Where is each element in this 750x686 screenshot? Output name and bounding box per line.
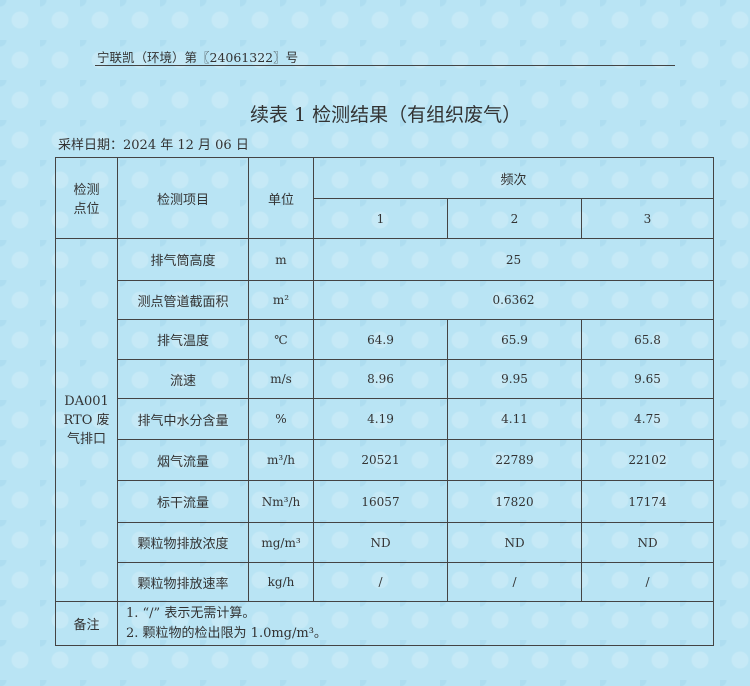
- item-unit: m: [248, 238, 314, 281]
- item-unit: Nm³/h: [248, 480, 314, 523]
- item-name: 颗粒物排放浓度: [117, 522, 249, 563]
- value-cell: /: [313, 562, 448, 602]
- item-name: 排气筒高度: [117, 238, 249, 281]
- sampling-point: DA001 RTO 废气排口: [55, 238, 118, 602]
- item-name: 流速: [117, 359, 249, 399]
- item-unit: m²: [248, 280, 314, 320]
- value-cell: 4.11: [447, 398, 582, 440]
- merged-value: 25: [313, 238, 714, 281]
- item-name: 排气中水分含量: [117, 398, 249, 440]
- freq-1: 1: [313, 198, 448, 239]
- table-row: 排气温度 ℃ 64.9 65.9 65.8: [56, 319, 714, 360]
- table-row: 颗粒物排放速率 kg/h / / /: [56, 562, 714, 602]
- item-unit: kg/h: [248, 562, 314, 602]
- value-cell: 8.96: [313, 359, 448, 399]
- header-divider: [95, 65, 675, 66]
- value-cell: /: [581, 562, 714, 602]
- table-title: 续表 1 检测结果（有组织废气）: [250, 104, 522, 126]
- header-unit: 单位: [248, 157, 314, 239]
- header-frequency: 频次: [313, 157, 714, 199]
- header-point: 检测点位: [55, 157, 118, 239]
- value-cell: 4.75: [581, 398, 714, 440]
- value-cell: 17174: [581, 480, 714, 523]
- freq-2: 2: [447, 198, 582, 239]
- table-row: 测点管道截面积 m² 0.6362: [56, 280, 714, 320]
- value-cell: 22789: [447, 439, 582, 481]
- value-cell: 22102: [581, 439, 714, 481]
- item-unit: %: [248, 398, 314, 440]
- value-cell: 65.9: [447, 319, 582, 360]
- value-cell: ND: [447, 522, 582, 563]
- remarks-label: 备注: [55, 601, 118, 646]
- document-number: 宁联凯（环境）第〖24061322〗号: [97, 50, 299, 65]
- item-unit: mg/m³: [248, 522, 314, 563]
- item-name: 标干流量: [117, 480, 249, 523]
- value-cell: 64.9: [313, 319, 448, 360]
- table-row: 流速 m/s 8.96 9.95 9.65: [56, 359, 714, 399]
- item-unit: m/s: [248, 359, 314, 399]
- value-cell: 17820: [447, 480, 582, 523]
- remarks-row: 备注 1. “/” 表示无需计算。 2. 颗粒物的检出限为 1.0mg/m³。: [55, 601, 714, 646]
- value-cell: ND: [313, 522, 448, 563]
- table-row: 颗粒物排放浓度 mg/m³ ND ND ND: [56, 522, 714, 563]
- sampling-date: 采样日期：2024 年 12 月 06 日: [58, 138, 249, 153]
- table-row: 标干流量 Nm³/h 16057 17820 17174: [56, 480, 714, 523]
- item-name: 烟气流量: [117, 439, 249, 481]
- value-cell: ND: [581, 522, 714, 563]
- remark-1: 1. “/” 表示无需计算。: [126, 605, 256, 621]
- merged-value: 0.6362: [313, 280, 714, 320]
- value-cell: 65.8: [581, 319, 714, 360]
- value-cell: 20521: [313, 439, 448, 481]
- value-cell: 16057: [313, 480, 448, 523]
- results-table: 检测点位 检测项目 单位 频次 1 2 3 DA001 RTO 废气排口 排气筒高…: [55, 157, 714, 646]
- table-row: DA001 RTO 废气排口 排气筒高度 m 25: [55, 238, 714, 602]
- item-unit: ℃: [248, 319, 314, 360]
- value-cell: 4.19: [313, 398, 448, 440]
- item-name: 颗粒物排放速率: [117, 562, 249, 602]
- freq-3: 3: [581, 198, 714, 239]
- table-row: 烟气流量 m³/h 20521 22789 22102: [56, 439, 714, 481]
- table-row: 排气中水分含量% 4.19 4.11 4.75: [56, 398, 714, 440]
- item-name: 测点管道截面积: [117, 280, 249, 320]
- header-item: 检测项目: [117, 157, 249, 239]
- value-cell: 9.95: [447, 359, 582, 399]
- value-cell: /: [447, 562, 582, 602]
- value-cell: 9.65: [581, 359, 714, 399]
- item-unit: m³/h: [248, 439, 314, 481]
- item-name: 排气温度: [117, 319, 249, 360]
- remark-2: 2. 颗粒物的检出限为 1.0mg/m³。: [126, 625, 327, 641]
